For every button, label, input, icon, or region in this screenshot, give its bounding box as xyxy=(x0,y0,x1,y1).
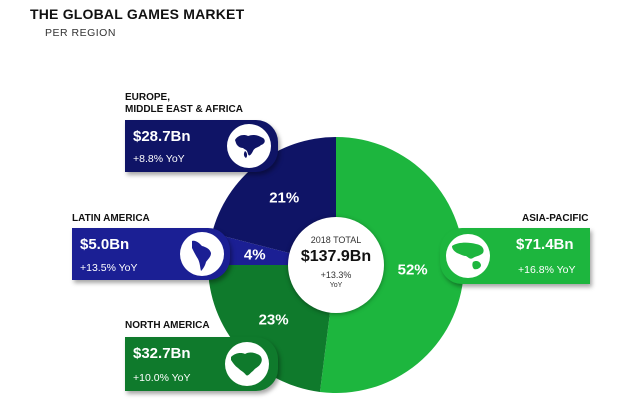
region-yoy-emea: +8.8% YoY xyxy=(133,153,185,165)
asia-pacific-map-icon xyxy=(446,234,490,278)
region-card-asia-pacific: $71.4Bn +16.8% YoY xyxy=(440,228,590,284)
region-yoy-latin-america: +13.5% YoY xyxy=(80,262,138,274)
chart-subtitle: PER REGION xyxy=(45,27,116,39)
latin-america-map-icon xyxy=(180,232,224,276)
region-value-asia-pacific: $71.4Bn xyxy=(516,236,574,253)
region-value-latin-america: $5.0Bn xyxy=(80,236,130,253)
region-value-north-america: $32.7Bn xyxy=(133,345,191,362)
north-america-map-icon xyxy=(225,342,269,386)
region-label-asia-pacific: ASIA-PACIFIC xyxy=(522,213,589,224)
total-label: 2018 TOTAL xyxy=(310,235,362,245)
slice-percent-north-america: 23% xyxy=(258,311,289,329)
total-value: $137.9Bn xyxy=(300,248,372,265)
slice-percent-asia-pacific: 52% xyxy=(397,261,428,279)
region-card-north-america: $32.7Bn +10.0% YoY xyxy=(125,337,278,391)
slice-percent-latin-america: 4% xyxy=(243,246,266,264)
region-card-latin-america: $5.0Bn +13.5% YoY xyxy=(72,228,230,280)
region-yoy-north-america: +10.0% YoY xyxy=(133,372,191,384)
region-card-emea: $28.7Bn +8.8% YoY xyxy=(125,120,278,172)
region-label-latin-america: LATIN AMERICA xyxy=(72,213,150,224)
region-value-emea: $28.7Bn xyxy=(133,128,191,145)
slice-percent-emea: 21% xyxy=(269,189,300,207)
region-label-north-america: NORTH AMERICA xyxy=(125,320,210,331)
total-change: +13.3% xyxy=(320,270,352,280)
region-label-emea: EUROPE, MIDDLE EAST & AFRICA xyxy=(125,92,243,115)
slice-asia-pacific xyxy=(319,137,464,393)
chart-title: THE GLOBAL GAMES MARKET xyxy=(30,6,245,22)
region-yoy-asia-pacific: +16.8% YoY xyxy=(518,264,576,276)
total-center-circle: 2018 TOTAL $137.9Bn +13.3% YoY xyxy=(288,217,384,313)
emea-map-icon xyxy=(227,124,271,168)
total-change-unit: YoY xyxy=(329,282,343,289)
